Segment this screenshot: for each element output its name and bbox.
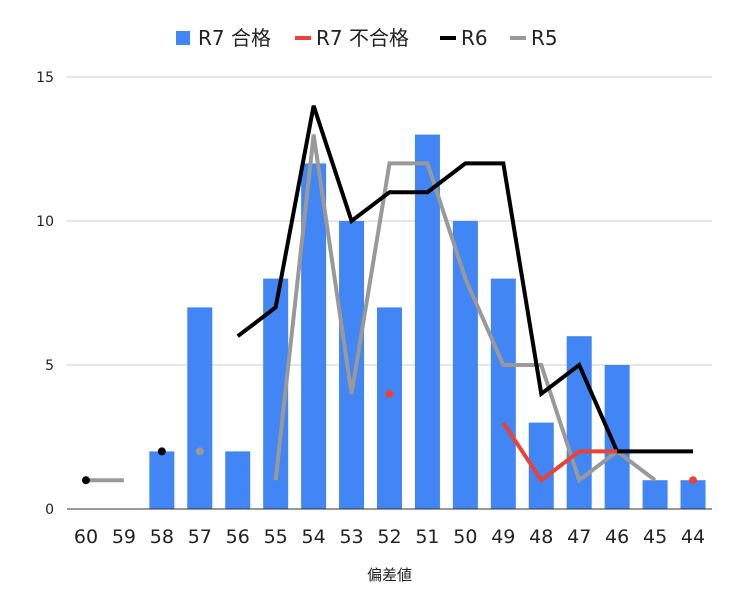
x-tick-label: 49 [491,526,515,548]
y-tick-label: 5 [45,358,54,374]
legend-item: R6 [440,26,488,50]
bar [339,221,365,509]
legend-swatch [176,31,190,45]
legend-item: R5 [510,26,558,50]
x-tick-label: 47 [567,526,591,548]
bar [187,307,213,509]
x-tick-label: 46 [605,526,629,548]
line-series-3 [85,134,657,484]
bar [149,451,175,509]
x-tick-label: 60 [74,526,98,548]
line-series [81,105,698,485]
x-tick-label: 54 [302,526,326,548]
x-tick-label: 53 [339,526,363,548]
data-point [195,447,204,456]
x-tick-label: 56 [226,526,250,548]
y-axis-ticks: 0 5 10 15 [36,70,54,518]
legend-label: R5 [531,26,558,50]
bar [452,221,478,509]
x-axis-label: 偏差値 [367,566,412,584]
bar [225,451,251,509]
bar [490,278,516,509]
y-tick-label: 10 [36,214,54,230]
data-point [157,447,166,456]
x-tick-label: 52 [377,526,401,548]
y-tick-label: 15 [36,70,54,86]
bar [680,480,706,509]
legend: R7 合格 R7 不合格 R6 R5 [176,26,558,50]
x-tick-label: 50 [453,526,477,548]
x-tick-label: 59 [112,526,136,548]
x-tick-label: 51 [415,526,439,548]
x-tick-label: 45 [643,526,667,548]
x-axis-ticks: 60 59 58 57 56 55 54 53 52 51 50 49 48 47 46 45 44 [74,526,705,548]
data-point [689,476,698,485]
bar [377,307,402,509]
series-line [273,134,657,484]
legend-label: R6 [461,26,488,50]
bar [566,336,592,509]
x-tick-label: 44 [681,526,705,548]
legend-item: R7 合格 [176,26,271,50]
x-tick-label: 48 [529,526,553,548]
bar [642,480,668,509]
legend-label: R7 合格 [198,26,271,50]
x-tick-label: 57 [188,526,212,548]
y-tick-label: 0 [45,502,54,518]
legend-label: R7 不合格 [316,26,409,50]
x-tick-label: 55 [264,526,288,548]
data-point [81,476,90,485]
legend-item: R7 不合格 [295,26,409,50]
x-tick-label: 58 [150,526,174,548]
series-line [501,421,618,484]
bar [414,134,440,509]
line-series-1 [385,389,698,485]
data-point [385,389,394,398]
bar [604,365,630,509]
